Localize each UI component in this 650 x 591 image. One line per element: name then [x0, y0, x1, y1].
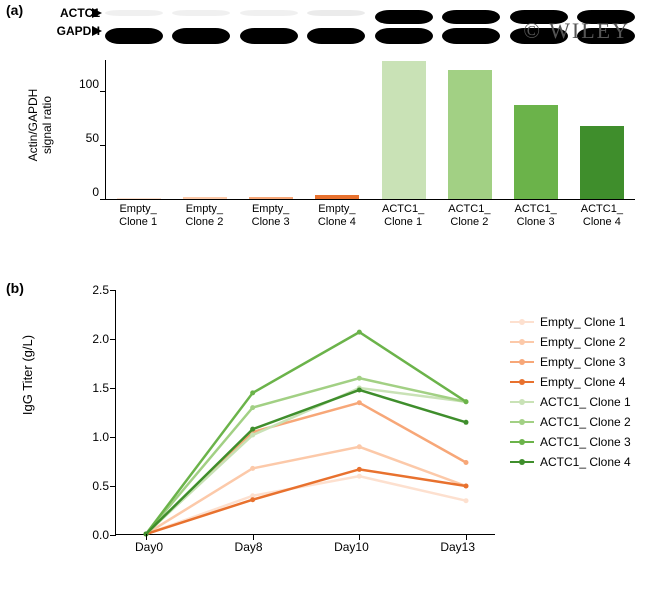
bar-chart: 050100 — [105, 60, 635, 200]
bar-y-tick-label: 100 — [71, 77, 99, 91]
line-marker — [250, 433, 255, 438]
bar — [117, 198, 161, 199]
blot-band — [105, 10, 163, 16]
line-marker — [357, 467, 362, 472]
legend-item: ACTC1_ Clone 3 — [510, 435, 631, 449]
bar-y-tick-label: 0 — [71, 185, 99, 199]
legend-label: Empty_ Clone 1 — [540, 315, 625, 329]
blot-band — [307, 28, 365, 44]
line-y-tick-label: 2.5 — [81, 283, 109, 297]
line-marker — [464, 399, 469, 404]
blot-band — [442, 10, 500, 24]
line-y-axis-title: IgG Titer (g/L) — [20, 275, 35, 475]
bar — [514, 105, 558, 199]
legend-label: ACTC1_ Clone 2 — [540, 415, 631, 429]
line-x-label: Day13 — [440, 540, 475, 554]
legend-label: ACTC1_ Clone 1 — [540, 395, 631, 409]
line-marker — [357, 330, 362, 335]
blot-band — [172, 28, 230, 44]
line-chart-region: 0.00.51.01.52.02.5 IgG Titer (g/L) Day0D… — [60, 285, 640, 575]
blot-band — [240, 10, 298, 16]
watermark-text: © WILEY — [523, 18, 630, 44]
line-x-labels: Day0 Day8 Day10 Day13 — [115, 540, 495, 554]
line-marker — [250, 405, 255, 410]
legend-item: ACTC1_ Clone 1 — [510, 395, 631, 409]
legend-label: ACTC1_ Clone 3 — [540, 435, 631, 449]
line-y-tick-label: 0.0 — [81, 528, 109, 542]
legend-item: Empty_ Clone 2 — [510, 335, 631, 349]
line-chart: 0.00.51.01.52.02.5 — [115, 290, 495, 535]
line-marker — [250, 390, 255, 395]
legend-item: Empty_ Clone 1 — [510, 315, 631, 329]
line-x-label: Day0 — [135, 540, 163, 554]
bar-x-label: Empty_Clone 4 — [307, 203, 367, 229]
blot-band — [442, 28, 500, 44]
line-marker — [357, 474, 362, 479]
line-marker — [250, 466, 255, 471]
line-marker — [464, 420, 469, 425]
line-series — [146, 378, 466, 534]
line-marker — [357, 387, 362, 392]
bar — [580, 126, 624, 199]
legend-item: ACTC1_ Clone 2 — [510, 415, 631, 429]
bar-y-axis-title: Actin/GAPDHsignal ratio — [26, 55, 54, 195]
legend-item: ACTC1_ Clone 4 — [510, 455, 631, 469]
blot-band — [375, 10, 433, 24]
legend-label: Empty_ Clone 3 — [540, 355, 625, 369]
blot-band — [240, 28, 298, 44]
line-marker — [250, 427, 255, 432]
bar-x-label: ACTC1_Clone 1 — [373, 203, 433, 229]
line-marker — [250, 497, 255, 502]
bar-x-label: ACTC1_Clone 2 — [439, 203, 499, 229]
line-x-label: Day8 — [235, 540, 263, 554]
line-x-label: Day10 — [334, 540, 369, 554]
bar — [249, 197, 293, 199]
bar — [315, 195, 359, 199]
legend-item: Empty_ Clone 4 — [510, 375, 631, 389]
bar — [382, 61, 426, 199]
line-marker — [464, 484, 469, 489]
legend-label: ACTC1_ Clone 4 — [540, 455, 631, 469]
bar-x-label: Empty_Clone 1 — [108, 203, 168, 229]
line-marker — [357, 400, 362, 405]
blot-band — [105, 28, 163, 44]
blot-band — [172, 10, 230, 16]
legend-label: Empty_ Clone 4 — [540, 375, 625, 389]
arrow-icon — [92, 26, 102, 36]
bar-x-labels: Empty_Clone 1Empty_Clone 2 Empty_Clone 3E… — [105, 203, 635, 229]
line-marker — [464, 498, 469, 503]
line-y-tick-label: 1.0 — [81, 430, 109, 444]
bar — [448, 70, 492, 199]
legend-label: Empty_ Clone 2 — [540, 335, 625, 349]
bar-y-tick-label: 50 — [71, 131, 99, 145]
line-legend: Empty_ Clone 1 Empty_ Clone 2 Empty_ Clone… — [510, 315, 631, 475]
panel-a-label: (a) — [6, 2, 23, 18]
bar-x-label: ACTC1_Clone 3 — [506, 203, 566, 229]
bar-x-label: Empty_Clone 2 — [174, 203, 234, 229]
bar-x-label: ACTC1_Clone 4 — [572, 203, 632, 229]
blot-band — [375, 28, 433, 44]
arrow-icon — [92, 8, 102, 18]
bar-x-label: Empty_Clone 3 — [241, 203, 301, 229]
legend-item: Empty_ Clone 3 — [510, 355, 631, 369]
bar — [183, 197, 227, 199]
line-marker — [357, 376, 362, 381]
line-marker — [464, 460, 469, 465]
line-marker — [357, 444, 362, 449]
line-y-tick-label: 0.5 — [81, 479, 109, 493]
line-y-tick-label: 2.0 — [81, 332, 109, 346]
blot-band — [307, 10, 365, 16]
line-y-tick-label: 1.5 — [81, 381, 109, 395]
